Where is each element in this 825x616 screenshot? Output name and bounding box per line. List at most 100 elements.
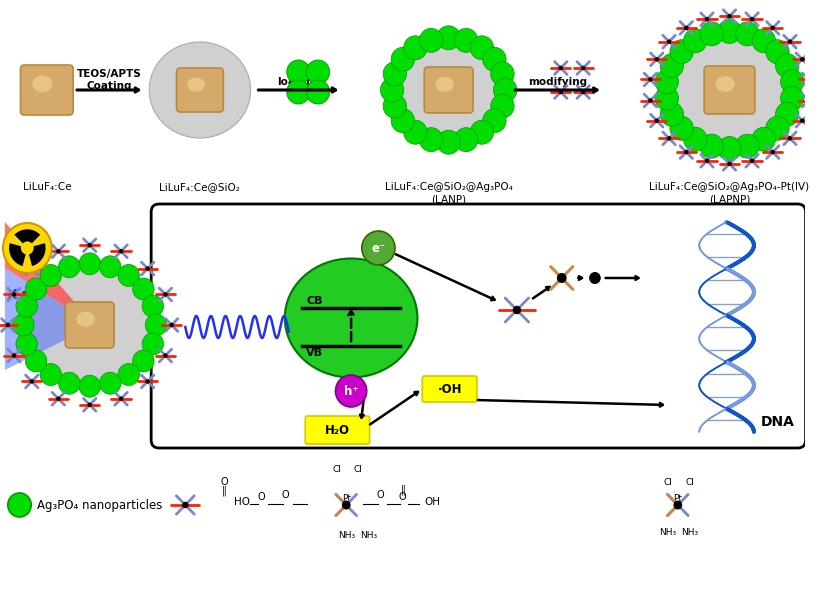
- Circle shape: [557, 273, 567, 283]
- Circle shape: [12, 292, 16, 297]
- Circle shape: [752, 29, 775, 53]
- Circle shape: [26, 278, 47, 300]
- Circle shape: [771, 26, 775, 30]
- Circle shape: [750, 158, 754, 163]
- Circle shape: [589, 272, 601, 284]
- Circle shape: [655, 70, 678, 94]
- Circle shape: [684, 128, 707, 151]
- Ellipse shape: [32, 75, 53, 92]
- Ellipse shape: [665, 28, 794, 152]
- Circle shape: [133, 350, 154, 372]
- Circle shape: [56, 397, 60, 401]
- Circle shape: [182, 502, 188, 508]
- Circle shape: [145, 266, 150, 271]
- Circle shape: [3, 223, 52, 273]
- Text: H₂O: H₂O: [325, 424, 350, 437]
- Circle shape: [22, 243, 32, 253]
- Text: Cl: Cl: [332, 465, 341, 474]
- Ellipse shape: [436, 77, 454, 92]
- Circle shape: [660, 54, 684, 78]
- Circle shape: [483, 47, 506, 71]
- Circle shape: [26, 350, 47, 372]
- Circle shape: [728, 161, 732, 166]
- Text: NH₃: NH₃: [659, 528, 676, 537]
- FancyBboxPatch shape: [305, 416, 370, 444]
- FancyBboxPatch shape: [151, 204, 805, 448]
- Circle shape: [133, 278, 154, 300]
- Circle shape: [40, 264, 62, 286]
- Circle shape: [766, 116, 790, 140]
- Circle shape: [59, 256, 80, 278]
- Circle shape: [788, 39, 792, 44]
- Circle shape: [100, 372, 121, 394]
- Circle shape: [673, 501, 682, 509]
- Circle shape: [342, 501, 351, 509]
- Text: O: O: [257, 492, 265, 502]
- Circle shape: [100, 256, 121, 278]
- Text: X-ray: X-ray: [7, 288, 48, 302]
- Circle shape: [380, 78, 403, 102]
- FancyBboxPatch shape: [21, 65, 73, 115]
- Circle shape: [336, 375, 366, 407]
- Circle shape: [670, 39, 693, 63]
- Circle shape: [736, 134, 759, 158]
- Text: TEOS/APTS: TEOS/APTS: [77, 69, 142, 79]
- Text: modifying: modifying: [528, 77, 587, 87]
- Circle shape: [750, 17, 754, 22]
- Circle shape: [684, 29, 707, 53]
- Circle shape: [667, 39, 672, 44]
- Circle shape: [419, 28, 443, 52]
- Text: LiLuF₄:Ce@SiO₂@Ag₃PO₄: LiLuF₄:Ce@SiO₂@Ag₃PO₄: [384, 182, 512, 192]
- Circle shape: [362, 231, 395, 265]
- Circle shape: [648, 77, 653, 82]
- Circle shape: [491, 62, 514, 86]
- Ellipse shape: [23, 260, 156, 390]
- Circle shape: [30, 379, 34, 384]
- Circle shape: [142, 333, 163, 355]
- Polygon shape: [5, 222, 95, 325]
- Circle shape: [455, 28, 478, 52]
- Text: NH₃: NH₃: [360, 531, 377, 540]
- Circle shape: [391, 47, 415, 71]
- Circle shape: [705, 17, 710, 22]
- Text: NH₃: NH₃: [337, 531, 355, 540]
- Circle shape: [771, 150, 775, 155]
- Circle shape: [383, 62, 407, 86]
- FancyBboxPatch shape: [422, 376, 477, 402]
- Circle shape: [800, 118, 804, 123]
- Text: VB: VB: [306, 348, 323, 358]
- FancyBboxPatch shape: [705, 66, 755, 114]
- Circle shape: [807, 99, 811, 103]
- Text: Coating: Coating: [87, 81, 132, 91]
- Circle shape: [403, 36, 427, 60]
- Circle shape: [780, 70, 804, 94]
- Circle shape: [807, 77, 811, 82]
- Circle shape: [145, 314, 167, 336]
- Circle shape: [287, 80, 310, 104]
- Circle shape: [776, 54, 799, 78]
- Circle shape: [455, 128, 478, 152]
- Text: LiLuF₄:Ce: LiLuF₄:Ce: [22, 182, 71, 192]
- Circle shape: [59, 372, 80, 394]
- Circle shape: [403, 120, 427, 144]
- Circle shape: [40, 363, 62, 386]
- Text: loading: loading: [277, 77, 322, 87]
- Circle shape: [728, 14, 732, 18]
- Circle shape: [648, 99, 653, 103]
- Wedge shape: [14, 229, 40, 243]
- Circle shape: [776, 102, 799, 126]
- Text: DNA: DNA: [761, 415, 794, 429]
- Circle shape: [16, 333, 37, 355]
- Ellipse shape: [77, 312, 95, 327]
- Circle shape: [119, 249, 123, 254]
- Circle shape: [655, 86, 678, 110]
- Circle shape: [736, 22, 759, 46]
- Circle shape: [470, 36, 493, 60]
- Text: Cl: Cl: [353, 465, 362, 474]
- Circle shape: [705, 158, 710, 163]
- Circle shape: [470, 120, 493, 144]
- Text: Ag₃PO₄ nanoparticles: Ag₃PO₄ nanoparticles: [37, 498, 163, 511]
- Wedge shape: [29, 243, 45, 266]
- Circle shape: [145, 379, 150, 384]
- Circle shape: [142, 295, 163, 317]
